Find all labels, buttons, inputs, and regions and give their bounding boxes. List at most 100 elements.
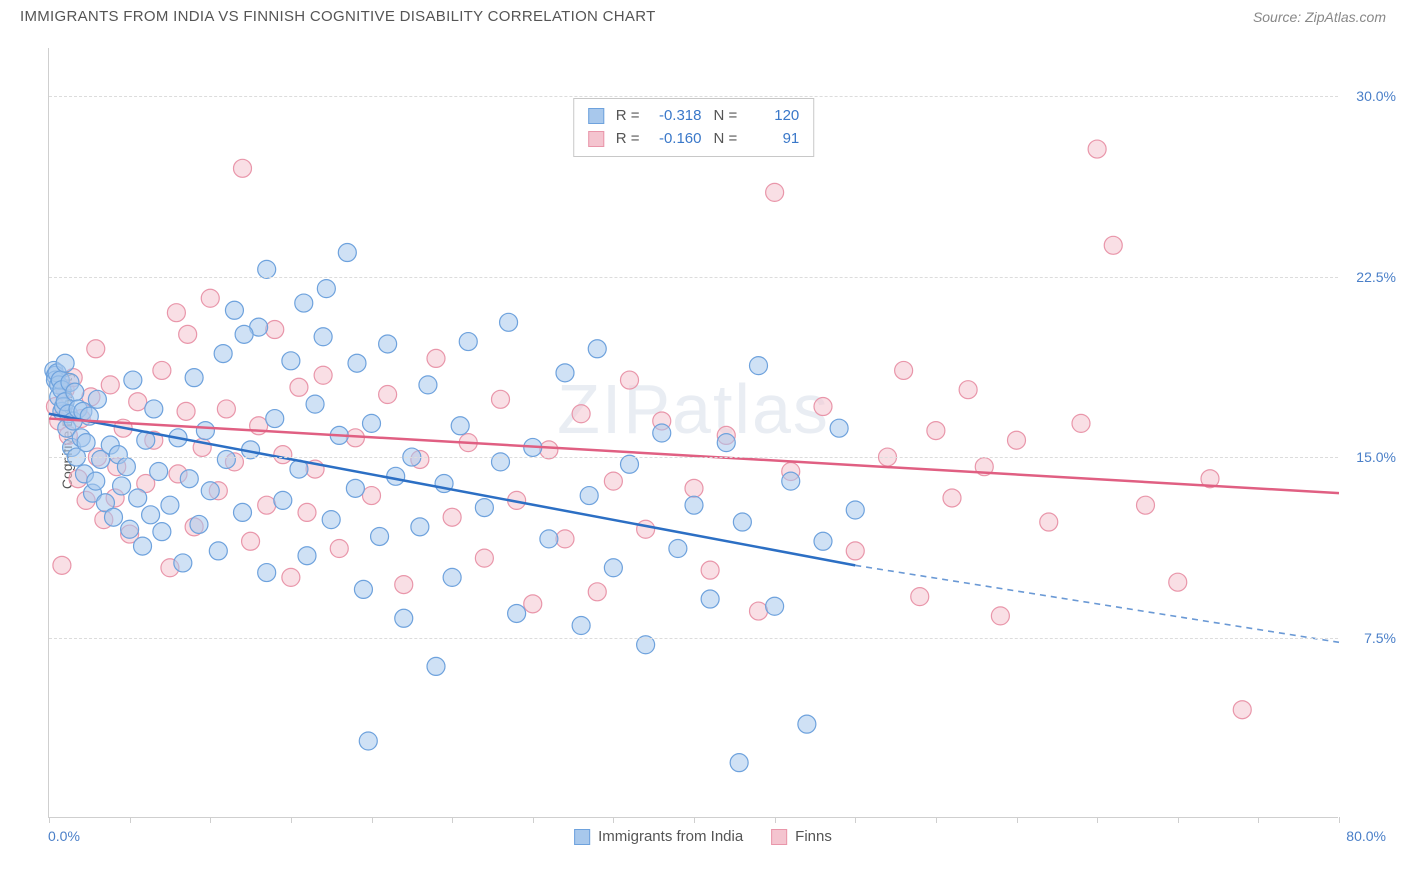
scatter-point <box>572 405 590 423</box>
scatter-point <box>101 376 119 394</box>
stats-row: R = -0.318 N = 120 <box>588 105 800 128</box>
scatter-point <box>451 417 469 435</box>
scatter-point <box>750 357 768 375</box>
swatch-icon <box>771 829 787 845</box>
swatch-icon <box>588 131 604 147</box>
scatter-point <box>387 467 405 485</box>
gridline <box>49 638 1338 639</box>
scatter-point <box>134 537 152 555</box>
scatter-point <box>927 422 945 440</box>
legend-label: Immigrants from India <box>598 828 743 845</box>
x-tick <box>372 817 373 823</box>
scatter-point <box>733 513 751 531</box>
scatter-point <box>911 588 929 606</box>
scatter-point <box>113 477 131 495</box>
scatter-point <box>129 393 147 411</box>
scatter-point <box>295 294 313 312</box>
scatter-point <box>1040 513 1058 531</box>
scatter-point <box>242 532 260 550</box>
scatter-point <box>217 450 235 468</box>
legend-item: Immigrants from India <box>574 828 743 845</box>
scatter-point <box>717 434 735 452</box>
scatter-point <box>750 602 768 620</box>
x-tick <box>291 817 292 823</box>
scatter-point <box>685 496 703 514</box>
swatch-icon <box>588 108 604 124</box>
scatter-point <box>298 503 316 521</box>
scatter-point <box>306 395 324 413</box>
scatter-point <box>124 371 142 389</box>
scatter-point <box>56 354 74 372</box>
scatter-point <box>943 489 961 507</box>
scatter-point <box>443 508 461 526</box>
scatter-point <box>814 398 832 416</box>
scatter-point <box>190 515 208 533</box>
scatter-point <box>354 580 372 598</box>
gridline <box>49 96 1338 97</box>
scatter-point <box>77 434 95 452</box>
scatter-point <box>580 487 598 505</box>
scatter-point <box>895 361 913 379</box>
x-tick <box>694 817 695 823</box>
scatter-point <box>798 715 816 733</box>
x-tick <box>936 817 937 823</box>
scatter-point <box>846 501 864 519</box>
chart-plot-area: ZIPatlas R = -0.318 N = 120 R = -0.160 N… <box>48 48 1338 818</box>
scatter-point <box>830 419 848 437</box>
scatter-point <box>556 530 574 548</box>
scatter-point <box>314 328 332 346</box>
scatter-point <box>959 381 977 399</box>
scatter-point <box>266 410 284 428</box>
scatter-point <box>129 489 147 507</box>
y-tick-label: 22.5% <box>1356 269 1396 285</box>
scatter-point <box>266 321 284 339</box>
scatter-point <box>53 556 71 574</box>
scatter-point <box>150 463 168 481</box>
scatter-point <box>766 597 784 615</box>
scatter-point <box>346 479 364 497</box>
y-tick-label: 30.0% <box>1356 88 1396 104</box>
scatter-point <box>814 532 832 550</box>
scatter-point <box>1137 496 1155 514</box>
x-tick <box>452 817 453 823</box>
scatter-point <box>653 424 671 442</box>
scatter-point <box>348 354 366 372</box>
scatter-point <box>379 335 397 353</box>
scatter-point <box>153 523 171 541</box>
scatter-point <box>167 304 185 322</box>
scatter-point <box>540 530 558 548</box>
n-label: N = <box>714 128 738 151</box>
scatter-point <box>117 458 135 476</box>
x-tick <box>1097 817 1098 823</box>
scatter-point <box>492 453 510 471</box>
scatter-point <box>395 609 413 627</box>
x-tick <box>1017 817 1018 823</box>
scatter-point <box>363 414 381 432</box>
scatter-point <box>88 390 106 408</box>
x-tick <box>855 817 856 823</box>
scatter-point <box>371 527 389 545</box>
scatter-point <box>492 390 510 408</box>
gridline <box>49 457 1338 458</box>
n-value: 91 <box>745 128 799 151</box>
scatter-point <box>330 540 348 558</box>
r-label: R = <box>616 128 640 151</box>
scatter-point <box>1088 140 1106 158</box>
scatter-point <box>105 508 123 526</box>
scatter-point <box>475 549 493 567</box>
x-tick <box>49 817 50 823</box>
scatter-point <box>258 496 276 514</box>
scatter-point <box>87 340 105 358</box>
scatter-point <box>701 561 719 579</box>
source-attribution: Source: ZipAtlas.com <box>1253 9 1386 25</box>
scatter-point <box>1104 236 1122 254</box>
x-tick <box>613 817 614 823</box>
scatter-point <box>1072 414 1090 432</box>
legend-label: Finns <box>795 828 832 845</box>
scatter-point <box>701 590 719 608</box>
scatter-point <box>411 518 429 536</box>
stats-row: R = -0.160 N = 91 <box>588 128 800 151</box>
scatter-point <box>1008 431 1026 449</box>
scatter-point <box>588 340 606 358</box>
swatch-icon <box>574 829 590 845</box>
